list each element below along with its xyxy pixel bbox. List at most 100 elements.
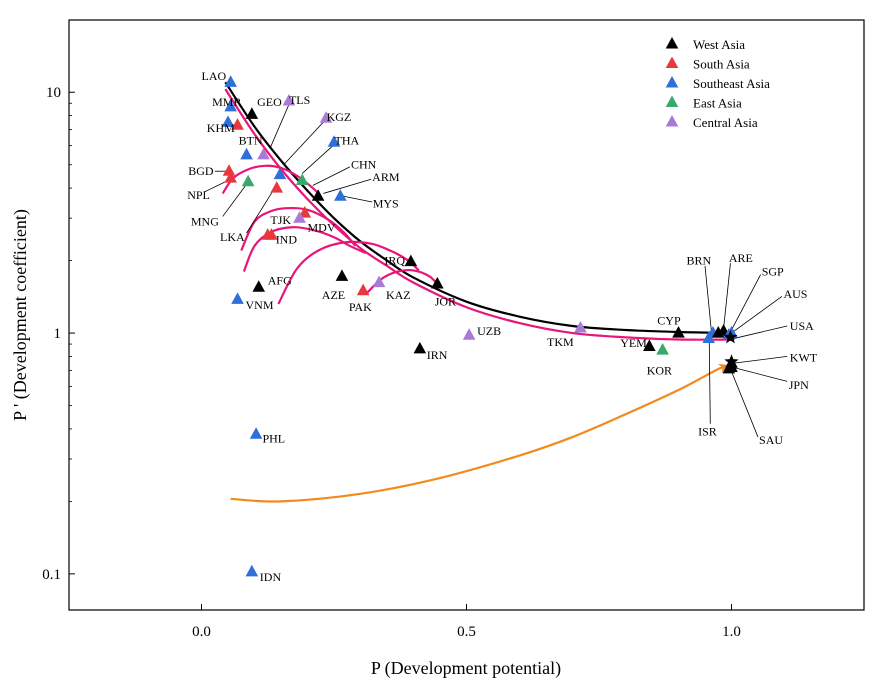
leader-line-kwt	[734, 356, 788, 364]
point-lao	[224, 75, 237, 87]
leader-line-sau	[730, 368, 759, 438]
point-label-kaz: KAZ	[386, 288, 411, 302]
leader-line-mys	[343, 195, 373, 203]
y-tick-label-10: 10	[46, 85, 61, 101]
point-label-kgz: KGZ	[327, 110, 352, 124]
point-label-btn: BTN	[239, 134, 263, 148]
leader-line-aus	[731, 296, 783, 334]
point-mys	[334, 189, 347, 201]
y-tick-label-0.1: 0.1	[42, 567, 61, 583]
legend-marker-east-asia	[665, 95, 679, 108]
x-tick-label-0.5: 0.5	[457, 624, 476, 640]
point-label-vnm: VNM	[245, 298, 273, 312]
legend-label-south-asia: South Asia	[693, 57, 750, 72]
leader-line-npl	[203, 180, 229, 193]
point-irq	[404, 254, 418, 267]
point-label-kor: KOR	[647, 363, 672, 377]
point-aze	[335, 269, 349, 281]
point-label-isr: ISR	[698, 425, 717, 439]
x-tick-label-1.0: 1.0	[722, 624, 741, 640]
point-mng	[241, 174, 255, 187]
orange-arrow-curve	[230, 364, 729, 503]
point-vnm	[231, 292, 244, 304]
point-irn	[413, 341, 427, 354]
point-tls	[257, 147, 270, 160]
point-label-ind: IND	[276, 232, 298, 246]
leader-line-tls	[270, 104, 290, 148]
point-cyp	[672, 326, 685, 338]
point-chn	[295, 173, 309, 186]
point-label-npl: NPL	[187, 188, 210, 202]
point-label-bgd: BGD	[188, 164, 214, 178]
magenta-arc-4-curve	[277, 240, 420, 305]
legend-label-east-asia: East Asia	[693, 96, 742, 111]
point-unlabeled	[240, 147, 253, 160]
point-label-irn: IRN	[427, 348, 448, 362]
point-unlabeled	[270, 181, 284, 193]
point-isr	[702, 331, 716, 343]
point-label-tls: TLS	[289, 93, 310, 107]
leader-line-are	[723, 263, 731, 330]
trend-curves	[221, 81, 732, 503]
star-marker-1	[723, 329, 738, 344]
point-label-mys: MYS	[373, 197, 399, 211]
plot-frame	[68, 19, 865, 611]
legend-label-central-asia: Central Asia	[693, 115, 758, 130]
leader-line-brn	[704, 265, 712, 332]
point-usa	[711, 326, 725, 338]
point-label-lka: LKA	[220, 230, 245, 244]
point-ind	[261, 228, 275, 240]
point-mdv	[293, 211, 306, 223]
leader-line-arm	[323, 178, 372, 194]
leader-line-jpn	[732, 367, 788, 382]
point-kgz	[319, 111, 333, 123]
point-phl	[249, 427, 263, 439]
legend-label-west-asia: West Asia	[693, 37, 745, 52]
point-idn	[245, 564, 259, 577]
point-arm	[311, 189, 325, 201]
point-mmr	[224, 99, 237, 112]
point-label-tha: THA	[335, 134, 360, 148]
point-geo	[245, 107, 259, 119]
point-label-phl: PHL	[262, 431, 285, 445]
leader-line-chn	[312, 166, 351, 186]
point-label-cyp: CYP	[657, 313, 681, 327]
point-tkm	[574, 320, 587, 333]
point-label-sau: SAU	[759, 433, 783, 447]
point-label-jor: JOR	[435, 295, 456, 309]
legend-marker-south-asia	[665, 56, 679, 69]
point-uzb	[462, 328, 476, 340]
point-npl	[224, 171, 237, 183]
point-label-usa: USA	[790, 319, 814, 333]
point-label-sgp: SGP	[762, 265, 784, 279]
label-leader-lines	[203, 104, 788, 438]
point-kaz	[372, 275, 386, 288]
point-label-tkm: TKM	[547, 335, 574, 349]
point-label-jpn: JPN	[789, 378, 809, 392]
point-label-mng: MNG	[191, 215, 219, 229]
point-bgd	[222, 164, 236, 176]
leader-line-isr	[708, 340, 711, 424]
point-label-kwt: KWT	[790, 351, 818, 365]
leader-line-tha	[301, 145, 334, 174]
point-btn	[231, 118, 244, 130]
axes: 0.0 0.5 1.0 0.1 1 10	[42, 85, 741, 640]
point-khm	[221, 115, 235, 127]
point-label-uzb: UZB	[477, 324, 501, 338]
point-tls	[282, 93, 296, 106]
x-tick-label-0.0: 0.0	[192, 624, 211, 640]
leader-line-mng	[222, 183, 247, 217]
leader-line-sgp	[731, 274, 762, 331]
point-tha	[327, 135, 341, 147]
point-label-aze: AZE	[322, 288, 345, 302]
point-jor	[431, 276, 444, 289]
point-kor	[656, 343, 669, 355]
point-label-are: ARE	[729, 251, 753, 265]
point-label-mmr: MMR	[212, 95, 241, 109]
point-label-khm: KHM	[207, 121, 235, 135]
point-label-yem: YEM	[620, 336, 647, 350]
magenta-main-curve	[224, 88, 732, 341]
point-label-geo: GEO	[257, 95, 282, 109]
point-label-idn: IDN	[260, 570, 282, 584]
